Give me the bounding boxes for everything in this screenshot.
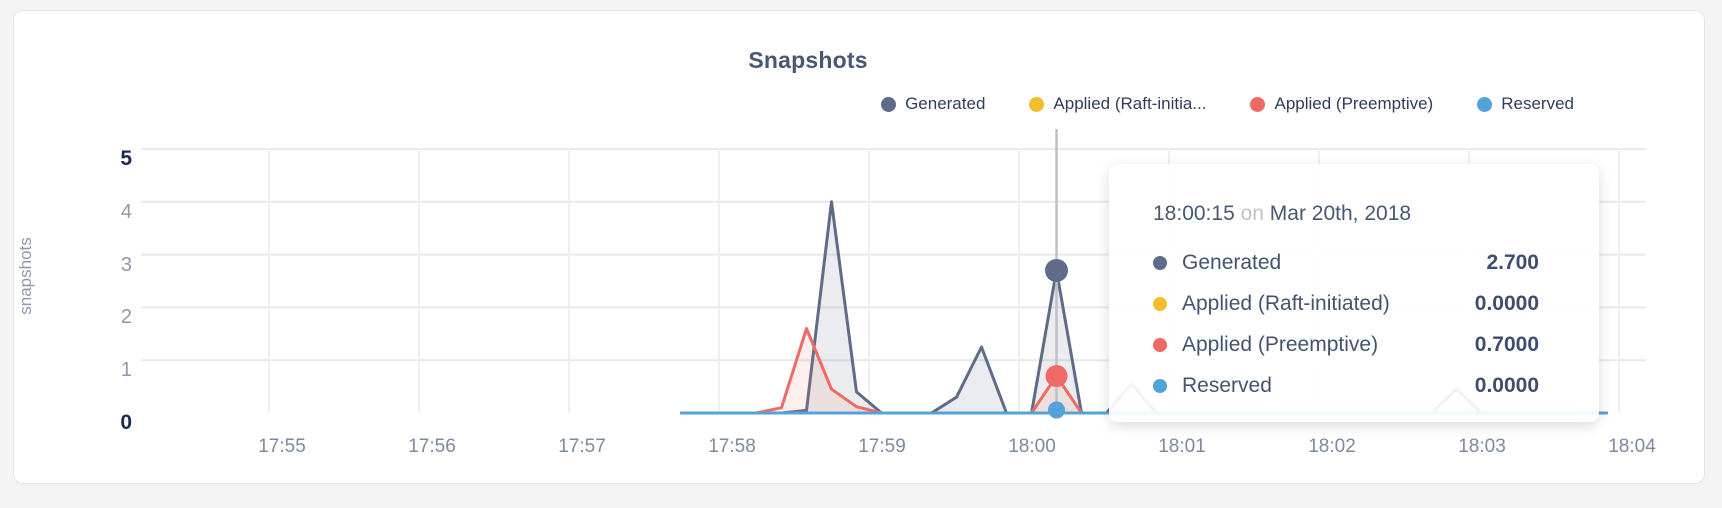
x-tick-label-18-03: 18:03 <box>1458 436 1506 457</box>
tooltip-time: 18:00:15 <box>1153 202 1235 225</box>
legend: Generated Applied (Raft-initia... Applied … <box>714 94 1574 114</box>
tooltip-on-word: on <box>1240 202 1264 225</box>
hover-dot-reserved <box>1048 401 1065 419</box>
tooltip-dot-reserved <box>1153 378 1167 393</box>
legend-item-applied-preemptive[interactable]: Applied (Preemptive) <box>1250 94 1433 114</box>
legend-dot-applied-raft-initia <box>1029 96 1045 112</box>
legend-dot-reserved <box>1477 96 1493 112</box>
legend-label: Generated <box>905 94 986 113</box>
x-tick-label-17-58: 17:58 <box>708 436 756 457</box>
chart-title: Snapshots <box>748 47 868 73</box>
tooltip-row-generated: Generated 2.700 <box>1153 242 1539 283</box>
hover-tooltip: 18:00:15 on Mar 20th, 2018 Generated 2.70… <box>1109 164 1599 422</box>
legend-label: Reserved <box>1501 94 1574 113</box>
y-tick-label-5: 5 <box>120 147 132 170</box>
x-tick-label-18-01: 18:01 <box>1158 436 1206 457</box>
y-tick-label-2: 2 <box>120 306 132 329</box>
x-tick-label-17-59: 17:59 <box>858 436 906 457</box>
applied-preemptive-line <box>680 327 1608 415</box>
tooltip-row-applied-raft-initiated: Applied (Raft-initiated) 0.0000 <box>1153 283 1539 324</box>
legend-dot-generated <box>881 96 897 112</box>
chart-card: Snapshots Generated Applied (Raft-initia.… <box>13 10 1705 484</box>
y-tick-label-3: 3 <box>120 253 132 276</box>
hover-dot-generated <box>1045 258 1068 282</box>
tooltip-date: Mar 20th, 2018 <box>1269 202 1412 225</box>
tooltip-series-value: 0.7000 <box>1474 332 1539 356</box>
legend-item-reserved[interactable]: Reserved <box>1477 94 1574 114</box>
x-tick-label-17-56: 17:56 <box>408 436 456 457</box>
legend-item-generated[interactable]: Generated <box>881 94 985 114</box>
tooltip-dot-applied-raft-initiated <box>1153 296 1167 311</box>
x-tick-label-17-55: 17:55 <box>258 436 306 457</box>
tooltip-title: 18:00:15 on Mar 20th, 2018 <box>1153 202 1539 226</box>
tooltip-row-reserved: Reserved 0.0000 <box>1153 365 1539 406</box>
tooltip-series-value: 0.0000 <box>1474 291 1539 315</box>
tooltip-series-label: Reserved <box>1182 373 1272 397</box>
tooltip-series-value: 0.0000 <box>1474 373 1539 397</box>
tooltip-series-value: 2.700 <box>1486 250 1539 274</box>
tooltip-dot-applied-preemptive <box>1153 337 1167 352</box>
legend-item-applied-raft-initia[interactable]: Applied (Raft-initia... <box>1029 94 1206 114</box>
legend-label: Applied (Preemptive) <box>1274 94 1434 113</box>
tooltip-series-label: Applied (Raft-initiated) <box>1182 291 1390 315</box>
y-tick-label-4: 4 <box>120 200 132 223</box>
x-tick-label-17-57: 17:57 <box>558 436 606 457</box>
x-tick-label-18-02: 18:02 <box>1308 436 1356 457</box>
legend-dot-applied-preemptive <box>1250 96 1266 112</box>
legend-label: Applied (Raft-initia... <box>1053 94 1207 113</box>
y-tick-label-0: 0 <box>120 411 132 434</box>
tooltip-series-label: Applied (Preemptive) <box>1182 332 1379 356</box>
tooltip-rows: Generated 2.700 Applied (Raft-initiated) 0.… <box>1153 242 1539 406</box>
tooltip-series-label: Generated <box>1182 250 1282 274</box>
tooltip-row-applied-preemptive: Applied (Preemptive) 0.7000 <box>1153 324 1539 365</box>
tooltip-dot-generated <box>1153 255 1167 270</box>
x-tick-label-18-04: 18:04 <box>1608 436 1656 457</box>
y-tick-label-1: 1 <box>120 359 132 382</box>
hover-dot-applied-preemptive <box>1045 365 1068 388</box>
x-tick-label-18-00: 18:00 <box>1008 436 1056 457</box>
